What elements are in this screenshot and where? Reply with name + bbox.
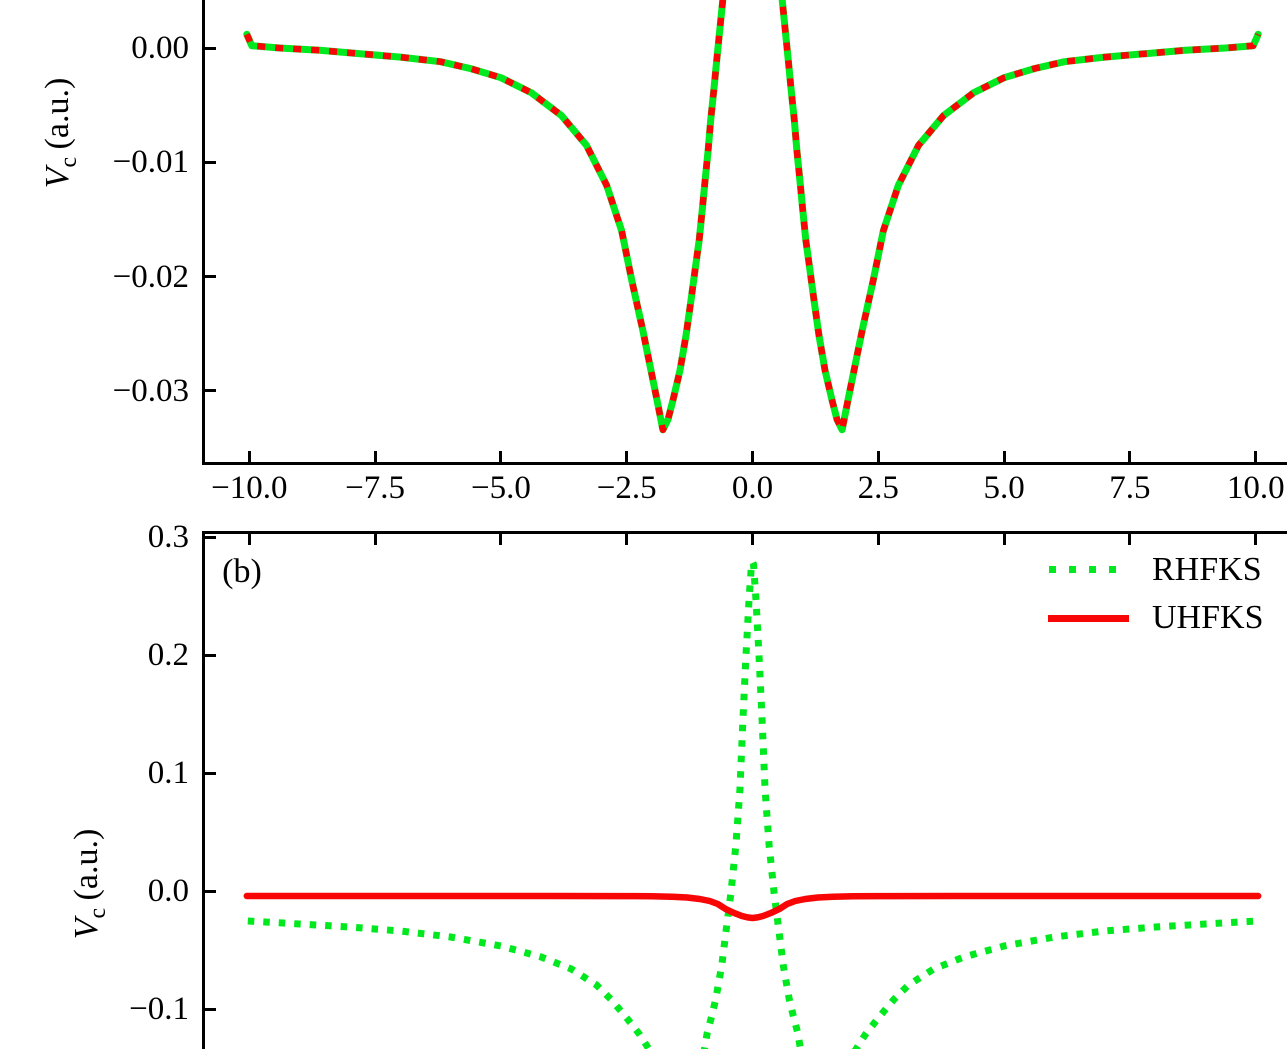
panel-a-y-tick-label: −0.03 bbox=[112, 372, 189, 409]
panel-b-spine bbox=[202, 531, 205, 1049]
panel-a-x-tick-label: 5.0 bbox=[983, 470, 1025, 506]
panel-a-x-tick bbox=[625, 451, 629, 462]
legend-rhfks-dot bbox=[1049, 566, 1056, 573]
panel-a-y-tick bbox=[205, 160, 216, 164]
panel-b-x-tick bbox=[499, 534, 503, 545]
legend-label-rhfks: RHFKS bbox=[1152, 551, 1262, 588]
panel-a-x-tick bbox=[1002, 451, 1006, 462]
panel-b-y-tick-label: 0.0 bbox=[147, 873, 189, 909]
panel-b-y-tick bbox=[205, 889, 216, 893]
panel-a-x-tick bbox=[1254, 451, 1258, 462]
panel-b-y-tick-label: −0.1 bbox=[129, 991, 189, 1027]
panel-a-y-tick-label: −0.01 bbox=[112, 144, 189, 181]
panel-a-x-tick bbox=[751, 451, 754, 462]
panel-a-x-tick-label: 10.0 bbox=[1226, 470, 1285, 506]
legend-rhfks-dot bbox=[1069, 566, 1076, 573]
legend-rhfks-line-sample bbox=[1049, 566, 1129, 573]
curve-rhfks-panel-b bbox=[700, 558, 805, 1049]
legend-label-uhfks: UHFKS bbox=[1152, 599, 1264, 636]
panel-b-x-tick bbox=[373, 534, 377, 545]
panel-b-y-tick-label: 0.2 bbox=[147, 637, 189, 673]
panel-a-x-tick bbox=[373, 451, 377, 462]
panel-a-x-tick-label: 7.5 bbox=[1109, 470, 1151, 506]
panel-a-y-tick bbox=[205, 46, 216, 50]
legend-rhfks-dot bbox=[1109, 566, 1116, 573]
panel-a-x-tick bbox=[1128, 451, 1132, 462]
panel-a-x-tick-label: −2.5 bbox=[596, 470, 657, 506]
curve-uhfks-panel-b bbox=[243, 892, 1262, 922]
panel-b-x-tick bbox=[247, 534, 251, 545]
panel-a-x-tick-label: −10.0 bbox=[211, 470, 288, 506]
panel-a-x-tick bbox=[499, 451, 503, 462]
panel-b-x-tick bbox=[1254, 534, 1258, 545]
panel-b-x-tick bbox=[1128, 534, 1132, 545]
panel-b-y-tick-label: 0.1 bbox=[147, 755, 189, 791]
panel-a-x-tick bbox=[247, 451, 251, 462]
panel-b-y-tick bbox=[205, 653, 216, 657]
panel-a-spine bbox=[202, 0, 205, 465]
panel-b-x-tick bbox=[625, 534, 629, 545]
curve-rhfks-panel-b bbox=[247, 917, 1258, 1049]
curve-uhfks-panel-a bbox=[243, 0, 1262, 434]
panel-b-x-tick bbox=[876, 534, 880, 545]
panel-a-spine bbox=[202, 462, 1287, 465]
panel-b-x-tick bbox=[1002, 534, 1006, 545]
legend-uhfks-line-sample bbox=[1048, 615, 1129, 622]
panel-a-x-tick-label: −7.5 bbox=[345, 470, 406, 506]
panel-a-y-tick-label: −0.02 bbox=[112, 258, 189, 295]
panel-b-x-tick bbox=[751, 534, 754, 545]
panel-a-y-tick bbox=[205, 389, 216, 393]
panel-b-y-tick bbox=[205, 1007, 216, 1011]
panel-b-y-tick bbox=[205, 535, 216, 539]
panel-a-x-tick bbox=[876, 451, 880, 462]
panel-a-y-tick-label: 0.00 bbox=[131, 30, 189, 66]
panel-a-y-tick bbox=[205, 275, 216, 279]
panel-a-x-tick-label: 2.5 bbox=[857, 470, 899, 506]
panel-b-spine bbox=[202, 531, 1287, 534]
legend-rhfks-dot bbox=[1089, 566, 1096, 573]
panel-a-x-tick-label: −5.0 bbox=[470, 470, 531, 506]
panel-b-tag: (b) bbox=[222, 553, 262, 590]
panel-b-y-tick bbox=[205, 771, 216, 775]
curve-rhfks-panel-a bbox=[243, 0, 1262, 434]
panel-b-y-tick-label: 0.3 bbox=[147, 519, 189, 555]
panel-a-x-tick-label: 0.0 bbox=[731, 470, 774, 506]
